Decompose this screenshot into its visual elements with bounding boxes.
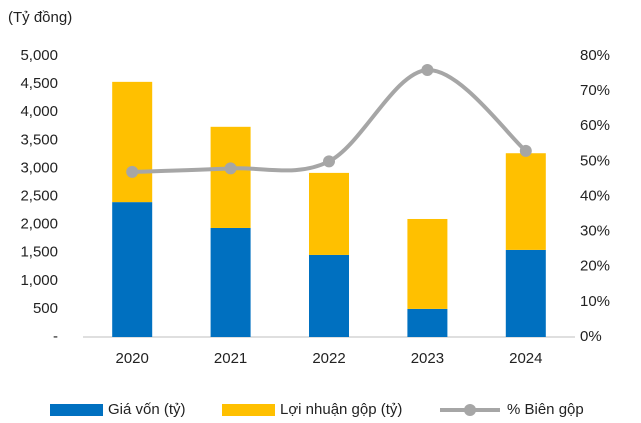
y-tick-label: 3,000 (20, 159, 58, 176)
y-axis-label: (Tỷ đồng) (8, 9, 72, 26)
y2-tick-label: 80% (580, 47, 610, 64)
legend-label: Lợi nhuận gộp (tỷ) (280, 401, 402, 418)
bar (112, 81, 153, 203)
y2-tick-label: 10% (580, 293, 610, 310)
x-tick-label: 2023 (411, 350, 444, 367)
y-tick-label: 5,000 (20, 47, 58, 64)
bar (407, 218, 448, 309)
bar (505, 249, 546, 337)
y2-tick-label: 30% (580, 223, 610, 240)
line-marker (421, 64, 434, 77)
y-tick-label: 2,500 (20, 187, 58, 204)
y-tick-label: 500 (33, 300, 58, 317)
x-tick-label: 2024 (509, 350, 542, 367)
legend-swatch (50, 404, 103, 416)
line-marker (323, 155, 335, 168)
bar (309, 254, 349, 337)
line-marker (126, 165, 139, 178)
y-tick-label: - (53, 328, 58, 345)
line-marker (224, 162, 237, 175)
y-tick-label: 2,000 (20, 216, 58, 233)
y-tick-label: 3,500 (20, 131, 58, 148)
x-tick-label: 2020 (116, 350, 149, 367)
y-tick-label: 4,000 (20, 103, 58, 120)
x-tick-label: 2022 (312, 350, 345, 367)
y2-tick-label: 40% (580, 187, 610, 204)
legend-label: % Biên gộp (507, 401, 584, 418)
line-marker (519, 144, 532, 157)
y2-tick-label: 50% (580, 152, 610, 169)
legend-swatch (464, 404, 476, 416)
bar (505, 153, 546, 250)
bar (112, 202, 153, 337)
x-tick-label: 2021 (214, 350, 247, 367)
y-tick-label: 4,500 (20, 75, 58, 92)
bar (309, 172, 349, 255)
y2-tick-label: 60% (580, 117, 610, 134)
y2-tick-label: 70% (580, 82, 610, 99)
y-tick-label: 1,500 (20, 244, 58, 261)
y2-tick-label: 20% (580, 258, 610, 275)
bar (407, 308, 448, 337)
y-tick-label: 1,000 (20, 272, 58, 289)
line (132, 68, 528, 174)
legend-label: Giá vốn (tỷ) (108, 401, 186, 418)
bar (210, 126, 251, 228)
legend-swatch (222, 404, 275, 416)
bar (210, 227, 251, 337)
y2-tick-label: 0% (580, 328, 602, 345)
